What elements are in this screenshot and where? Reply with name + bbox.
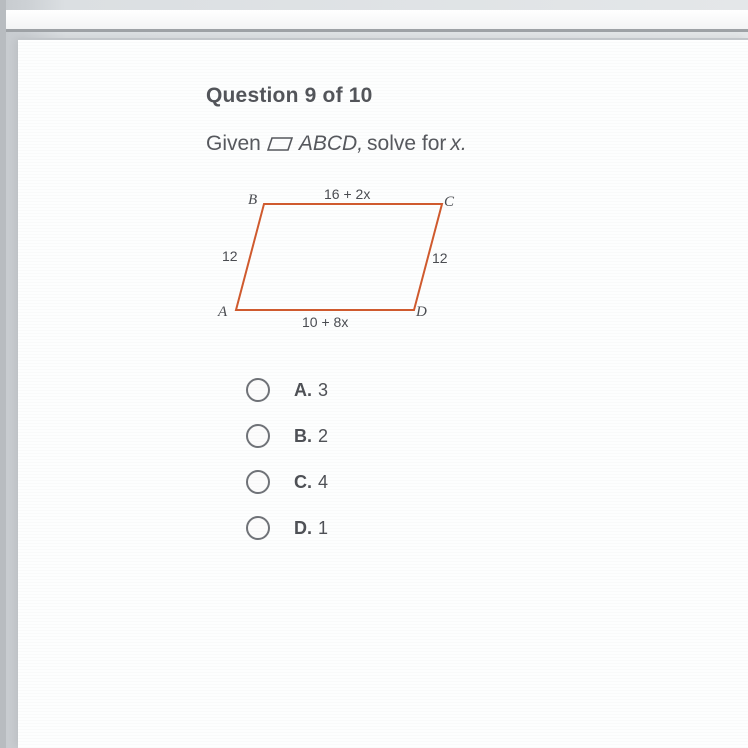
side-label-bottom: 10 + 8x — [302, 314, 348, 330]
vertex-label-B: B — [248, 192, 257, 209]
app-screen: Question 9 of 10 Given ABCD, solve for x… — [0, 0, 748, 748]
parallelogram-icon — [267, 137, 293, 151]
choice-text: 1 — [318, 518, 328, 538]
question-title: Question 9 of 10 — [206, 84, 748, 108]
choice-text: 2 — [318, 426, 328, 446]
choice-label: D. 1 — [294, 518, 328, 539]
vertex-label-A: A — [218, 304, 227, 321]
choice-B[interactable]: B. 2 — [246, 424, 748, 448]
choice-text: 4 — [318, 472, 328, 492]
prompt-prefix: Given — [206, 132, 261, 156]
side-label-right: 12 — [432, 250, 448, 266]
choice-letter: C. — [294, 472, 312, 492]
choice-letter: A. — [294, 380, 312, 400]
choice-C[interactable]: C. 4 — [246, 470, 748, 494]
radio-icon[interactable] — [246, 516, 270, 540]
choice-label: B. 2 — [294, 426, 328, 447]
top-toolbar — [6, 10, 748, 32]
content-panel: Question 9 of 10 Given ABCD, solve for x… — [18, 38, 748, 748]
question-container: Question 9 of 10 Given ABCD, solve for x… — [18, 40, 748, 540]
side-label-top: 16 + 2x — [324, 186, 370, 202]
vertex-label-D: D — [416, 304, 427, 321]
radio-icon[interactable] — [246, 378, 270, 402]
radio-icon[interactable] — [246, 424, 270, 448]
choice-label: C. 4 — [294, 472, 328, 493]
diagram: B 16 + 2x C 12 12 A 10 + 8x D — [206, 180, 486, 330]
parallelogram-shape — [236, 204, 442, 310]
choice-letter: B. — [294, 426, 312, 446]
choice-label: A. 3 — [294, 380, 328, 401]
vertex-label-C: C — [444, 194, 454, 211]
answer-choices: A. 3 B. 2 C. 4 — [246, 378, 748, 540]
radio-icon[interactable] — [246, 470, 270, 494]
choice-letter: D. — [294, 518, 312, 538]
prompt-suffix: solve for — [367, 132, 446, 156]
side-label-left: 12 — [222, 248, 238, 264]
choice-A[interactable]: A. 3 — [246, 378, 748, 402]
choice-text: 3 — [318, 380, 328, 400]
prompt-shape-label: ABCD, — [299, 132, 363, 156]
choice-D[interactable]: D. 1 — [246, 516, 748, 540]
question-prompt: Given ABCD, solve for x. — [206, 132, 748, 156]
prompt-variable: x. — [450, 132, 466, 156]
